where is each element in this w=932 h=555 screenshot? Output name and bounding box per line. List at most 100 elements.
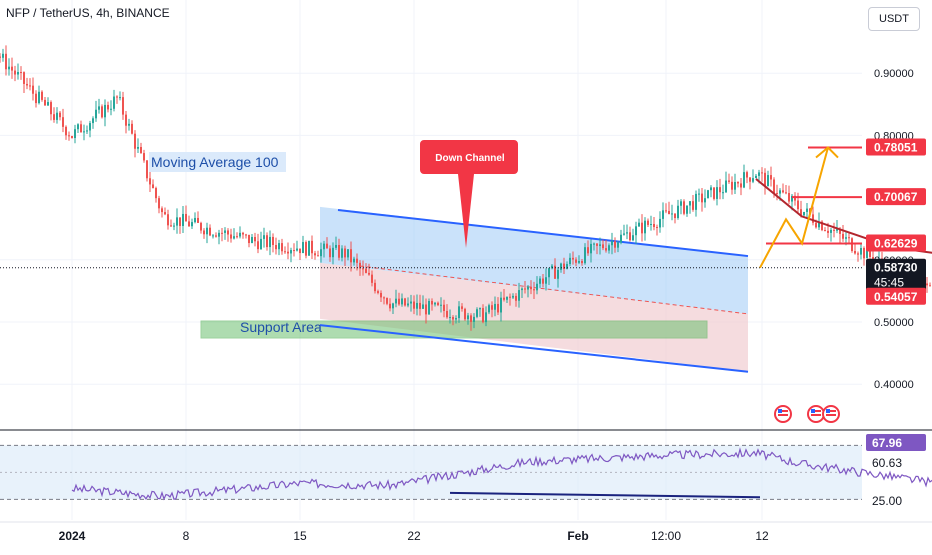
candle-body	[680, 201, 682, 206]
candle-body	[197, 217, 199, 223]
candle-body	[437, 302, 439, 306]
candle-body	[695, 193, 697, 210]
candle-body	[206, 227, 208, 235]
candle-body	[734, 181, 736, 190]
candle-body	[125, 114, 127, 126]
candle-body	[497, 303, 499, 313]
candle-body	[452, 317, 454, 320]
candle-body	[833, 229, 835, 231]
us-flag-icon	[774, 405, 792, 423]
candle-body	[506, 296, 508, 300]
candle-body	[461, 306, 463, 309]
candle-body	[572, 257, 574, 260]
candle-body	[74, 129, 76, 139]
candle-body	[422, 304, 424, 309]
current-price-label: 0.58730	[874, 261, 918, 275]
candle-body	[167, 214, 169, 226]
candle-body	[98, 106, 100, 110]
candle-body	[155, 188, 157, 199]
candle-body	[164, 212, 166, 215]
channel-lower-line	[319, 324, 749, 373]
candle-body	[377, 291, 379, 293]
candle-body	[161, 208, 163, 213]
candle-body	[755, 175, 757, 179]
candle-body	[239, 232, 241, 237]
candle-body	[539, 278, 541, 284]
candle-body	[11, 66, 13, 71]
rsi-tick-label: 25.00	[872, 494, 902, 508]
candle-body	[257, 241, 259, 250]
ma-price-label-bg	[866, 287, 926, 305]
candle-body	[818, 221, 820, 228]
candle-body	[413, 301, 415, 309]
candle-body	[134, 133, 136, 149]
candle-body	[671, 213, 673, 215]
candle-body	[440, 304, 442, 306]
candle-body	[281, 243, 283, 252]
candle-body	[728, 180, 730, 182]
time-axis-label: 12:00	[651, 529, 681, 543]
candle-body	[683, 201, 685, 214]
candle-body	[260, 238, 262, 250]
candle-body	[758, 172, 760, 176]
candle-body	[323, 243, 325, 250]
candle-body	[398, 298, 400, 305]
candle-body	[359, 262, 361, 269]
candle-body	[473, 316, 475, 322]
candle-body	[500, 297, 502, 313]
candle-body	[653, 224, 655, 228]
candle-body	[476, 309, 478, 317]
candle-body	[773, 179, 775, 193]
candle-body	[629, 232, 631, 241]
candle-body	[386, 297, 388, 304]
currency-button[interactable]: USDT	[868, 7, 920, 31]
candle-body	[248, 234, 250, 244]
candle-body	[299, 248, 301, 254]
candle-body	[593, 243, 595, 245]
candle-body	[44, 99, 46, 106]
candle-body	[470, 315, 472, 322]
candle-body	[710, 187, 712, 191]
candle-body	[179, 217, 181, 227]
candle-body	[785, 192, 787, 194]
candle-body	[335, 244, 337, 248]
candle-body	[869, 247, 871, 258]
candle-body	[365, 268, 367, 273]
candle-body	[446, 310, 448, 318]
candle-body	[356, 258, 358, 263]
candle-body	[314, 253, 316, 256]
candle-body	[14, 70, 16, 75]
candle-body	[302, 242, 304, 254]
candle-body	[812, 214, 814, 223]
candle-body	[419, 302, 421, 309]
candle-body	[77, 124, 79, 130]
candle-body	[113, 96, 115, 109]
candle-body	[176, 217, 178, 226]
candle-body	[626, 232, 628, 234]
time-axis-label: 12	[755, 529, 769, 543]
candle-body	[545, 277, 547, 284]
candle-body	[329, 248, 331, 258]
candle-body	[623, 233, 625, 235]
price-tick-label: 0.40000	[874, 379, 914, 391]
candle-body	[158, 198, 160, 209]
candle-body	[608, 245, 610, 251]
candle-body	[119, 97, 121, 99]
candle-body	[431, 300, 433, 305]
down-channel-label: Down Channel	[435, 153, 505, 164]
candle-body	[725, 180, 727, 193]
candle-body	[551, 265, 553, 269]
candle-body	[767, 175, 769, 187]
candle-body	[782, 190, 784, 193]
target-price-label: 0.62629	[874, 236, 918, 250]
candle-body	[656, 227, 658, 229]
price-tick-label: 0.90000	[874, 68, 914, 80]
candle-body	[266, 235, 268, 248]
candle-body	[719, 187, 721, 193]
candle-body	[284, 251, 286, 253]
candle-body	[860, 248, 862, 255]
candle-body	[836, 229, 838, 231]
candle-body	[272, 236, 274, 246]
